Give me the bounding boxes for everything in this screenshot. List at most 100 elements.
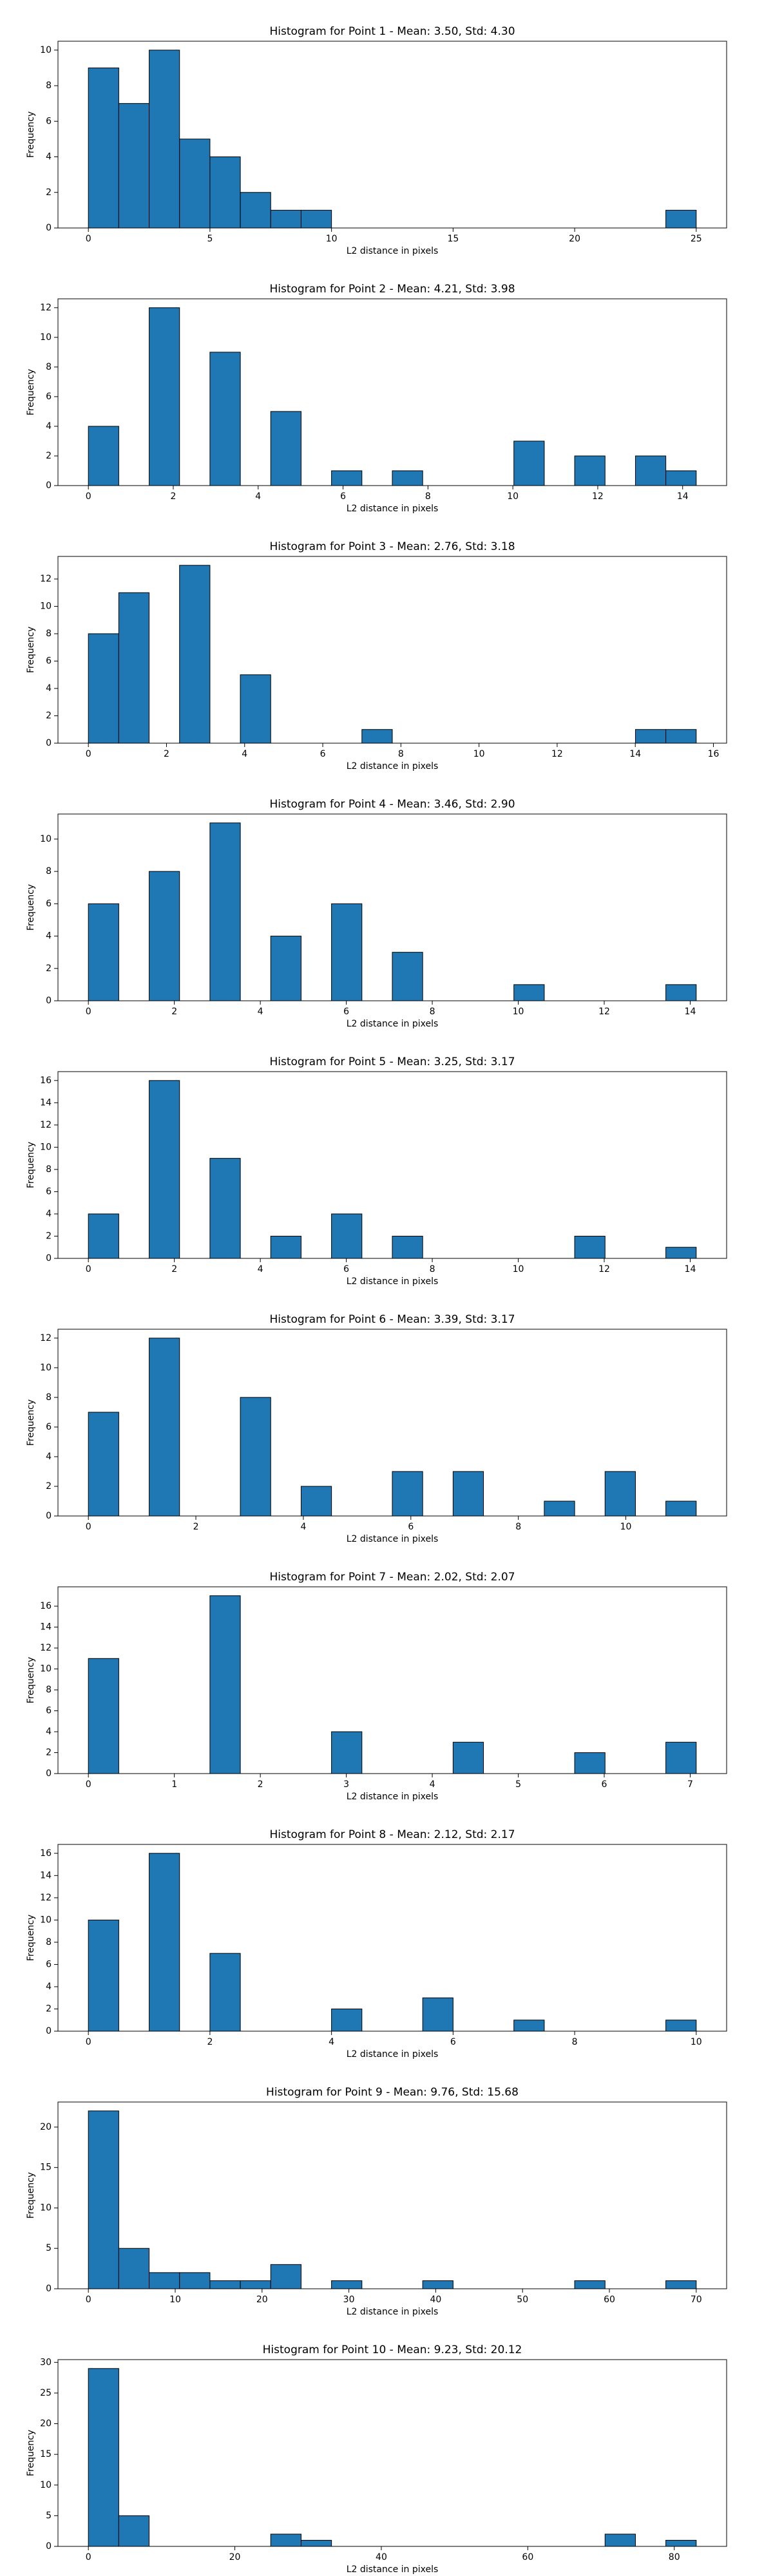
histogram-panel: Histogram for Point 2 - Mean: 4.21, Std:… <box>26 283 727 514</box>
histogram-bar <box>270 936 301 1001</box>
histogram-bar <box>149 1853 180 2032</box>
histogram-bar <box>209 1158 241 1259</box>
y-tick-label: 0 <box>46 480 52 491</box>
histogram-bar <box>513 440 545 486</box>
y-tick-label: 20 <box>40 2122 52 2132</box>
y-tick-label: 6 <box>46 656 52 667</box>
x-tick-label: 2 <box>193 1522 199 1532</box>
histogram-bar <box>209 822 241 1001</box>
x-tick-label: 70 <box>691 2295 702 2305</box>
histogram-bar <box>149 50 180 229</box>
histogram-bar <box>422 1997 453 2032</box>
histogram-panel: Histogram for Point 3 - Mean: 2.76, Std:… <box>26 540 727 772</box>
chart-title: Histogram for Point 7 - Mean: 2.02, Std:… <box>269 1571 515 1584</box>
chart-title: Histogram for Point 10 - Mean: 9.23, Std… <box>263 2344 522 2356</box>
histogram-bar <box>331 2280 363 2289</box>
x-axis-label: L2 distance in pixels <box>347 1276 439 1287</box>
histogram-bar <box>665 2539 697 2547</box>
y-tick-label: 6 <box>46 392 52 402</box>
histogram-bar <box>574 1752 606 1774</box>
histogram-bar <box>118 2515 150 2547</box>
histogram-bar <box>300 2539 332 2547</box>
y-tick-label: 0 <box>46 1253 52 1264</box>
x-tick-label: 8 <box>572 2037 578 2047</box>
histogram-bar <box>635 729 667 744</box>
y-tick-label: 6 <box>46 1422 52 1432</box>
x-tick-label: 50 <box>517 2295 528 2305</box>
x-tick-label: 25 <box>691 234 702 244</box>
histogram-bar <box>452 1741 484 1774</box>
chart-title: Histogram for Point 4 - Mean: 3.46, Std:… <box>269 798 515 811</box>
y-tick-label: 0 <box>46 223 52 233</box>
axes-frame <box>57 41 727 229</box>
y-tick-label: 12 <box>40 303 52 313</box>
y-tick-label: 25 <box>40 2388 52 2398</box>
histogram-bar <box>635 455 667 486</box>
y-tick-label: 2 <box>46 1481 52 1492</box>
x-tick-label: 0 <box>86 491 91 502</box>
x-tick-label: 60 <box>604 2295 615 2305</box>
x-tick-label: 14 <box>677 491 689 502</box>
histogram-bar <box>240 1397 271 1517</box>
x-tick-label: 6 <box>602 1779 607 1790</box>
y-tick-label: 5 <box>46 2510 52 2521</box>
histogram-bar <box>665 470 697 486</box>
x-tick-label: 0 <box>86 1264 91 1274</box>
x-tick-label: 7 <box>687 1779 693 1790</box>
histogram-bar <box>88 1919 119 2032</box>
histogram-bar <box>665 2020 697 2032</box>
axes-frame <box>57 2101 727 2289</box>
x-tick-label: 6 <box>320 749 326 759</box>
axes-frame <box>57 1844 727 2032</box>
histogram-bar <box>88 67 119 229</box>
x-tick-label: 0 <box>86 2295 91 2305</box>
y-tick-label: 15 <box>40 2449 52 2459</box>
x-tick-label: 20 <box>256 2295 268 2305</box>
histogram-bar <box>452 1471 484 1517</box>
histogram-bar <box>574 455 606 486</box>
x-tick-label: 40 <box>376 2552 387 2562</box>
x-tick-label: 30 <box>343 2295 355 2305</box>
axes-frame <box>57 1329 727 1517</box>
y-tick-label: 0 <box>46 2284 52 2294</box>
chart-title: Histogram for Point 2 - Mean: 4.21, Std:… <box>269 283 515 296</box>
x-tick-label: 4 <box>300 1522 306 1532</box>
histogram-bar <box>665 1741 697 1774</box>
histogram-bar <box>179 138 211 229</box>
histogram-bar <box>392 1471 423 1517</box>
x-tick-label: 8 <box>425 491 431 502</box>
y-axis-label: Frequency <box>26 2430 36 2476</box>
y-tick-label: 4 <box>46 1209 52 1219</box>
y-tick-label: 0 <box>46 2541 52 2552</box>
x-tick-label: 8 <box>430 1264 435 1274</box>
y-tick-label: 8 <box>46 629 52 639</box>
histogram-bar <box>88 426 119 486</box>
axes-frame <box>57 1071 727 1259</box>
x-tick-label: 0 <box>86 1007 91 1017</box>
x-tick-label: 15 <box>447 234 459 244</box>
x-tick-label: 4 <box>430 1779 435 1790</box>
x-tick-label: 12 <box>598 1007 610 1017</box>
histogram-bar <box>574 1235 606 1259</box>
y-axis-label: Frequency <box>26 1142 36 1188</box>
y-tick-label: 10 <box>40 332 52 343</box>
chart-title: Histogram for Point 3 - Mean: 2.76, Std:… <box>269 540 515 553</box>
y-tick-label: 5 <box>46 2243 52 2253</box>
x-tick-label: 40 <box>430 2295 441 2305</box>
x-axis-label: L2 distance in pixels <box>347 246 439 256</box>
histogram-bar <box>331 470 363 486</box>
y-tick-label: 4 <box>46 1982 52 1992</box>
histogram-bar <box>270 209 301 229</box>
y-tick-label: 4 <box>46 1452 52 1462</box>
histogram-bar <box>665 984 697 1001</box>
x-tick-label: 5 <box>515 1779 521 1790</box>
x-tick-label: 0 <box>86 234 91 244</box>
histogram-bar <box>361 729 393 744</box>
histogram-bar <box>88 1412 119 1517</box>
histogram-bar <box>88 633 119 744</box>
y-tick-label: 15 <box>40 2163 52 2173</box>
x-axis-label: L2 distance in pixels <box>347 1792 439 1802</box>
y-tick-label: 10 <box>40 1363 52 1373</box>
histogram-bar <box>270 2533 301 2547</box>
